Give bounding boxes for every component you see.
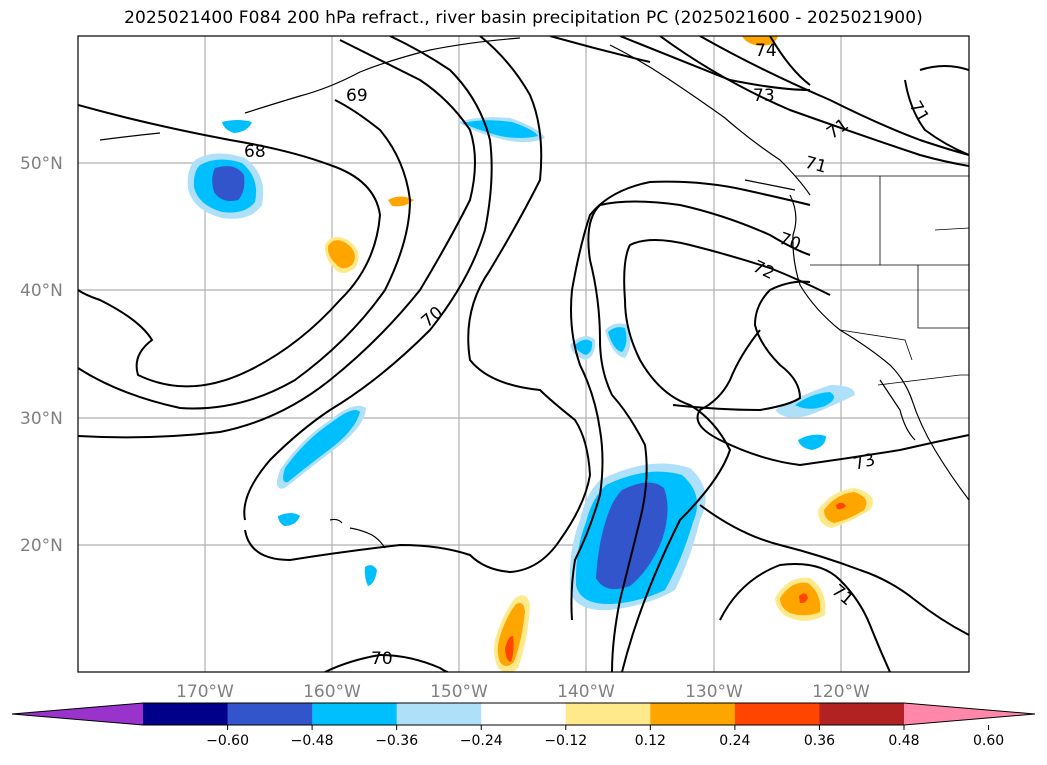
contour-label: 68 [244, 142, 266, 162]
map-frame [77, 35, 970, 673]
colorbar-segment [819, 703, 905, 725]
refractivity-contours [78, 36, 969, 672]
colorbar-tick-label: 0.24 [719, 733, 750, 749]
contour-label: 71 [823, 115, 852, 144]
colorbar [11, 702, 1036, 726]
borders [795, 175, 969, 386]
colorbar-extension-min [12, 703, 143, 725]
lat-label: 20°N [20, 536, 63, 556]
colorbar-tick-label: −0.60 [206, 733, 249, 749]
colorbar-segment [565, 703, 651, 725]
colorbar-outline [11, 702, 1036, 726]
lat-label: 30°N [20, 409, 63, 429]
positive-pc-areas [324, 36, 873, 672]
colorbar-segment [650, 703, 736, 725]
colorbar-segment [396, 703, 482, 725]
colorbar-tick-label: 0.12 [635, 733, 666, 749]
colorbar-tick-label: −0.36 [375, 733, 418, 749]
colorbar-segment [734, 703, 820, 725]
contour-label: 70 [418, 303, 447, 332]
lon-label: 150°W [430, 682, 488, 702]
lat-label: 50°N [20, 154, 63, 174]
contour-label: 71 [828, 581, 857, 610]
lon-label: 160°W [303, 682, 361, 702]
colorbar-tick-label: 0.60 [973, 733, 1004, 749]
colorbar-tick-label: 0.48 [888, 733, 919, 749]
longitude-labels: 170°W 160°W 150°W 140°W 130°W 120°W [176, 682, 870, 702]
colorbar-segment [481, 703, 567, 725]
colorbar-ticks: −0.60 −0.48 −0.36 −0.24 −0.12 0.12 0.24 0.36 0.4… [206, 725, 1004, 749]
contour-label: 70 [371, 649, 393, 669]
contour-label: 74 [755, 41, 777, 61]
coastlines [99, 37, 969, 549]
gridlines [78, 36, 969, 672]
colorbar-tick-label: −0.24 [460, 733, 503, 749]
contour-label: 73 [753, 86, 775, 106]
lon-label: 130°W [685, 682, 743, 702]
colorbar-segment [143, 703, 229, 725]
contour-label: 71 [905, 98, 933, 127]
lon-label: 120°W [812, 682, 870, 702]
colorbar-tick-label: −0.12 [544, 733, 587, 749]
colorbar-extension-max [904, 703, 1035, 725]
colorbar-segment [227, 703, 313, 725]
colorbar-tick-label: −0.48 [291, 733, 334, 749]
lon-label: 170°W [176, 682, 234, 702]
latitude-labels: 50°N 40°N 30°N 20°N [20, 154, 63, 556]
colorbar-tick-label: 0.36 [804, 733, 835, 749]
map-title: 2025021400 F084 200 hPa refract., river … [124, 8, 923, 28]
contour-label: 72 [749, 257, 777, 284]
contour-label: 69 [346, 86, 368, 106]
lat-label: 40°N [20, 281, 63, 301]
contour-label: 71 [803, 153, 829, 178]
lon-label: 140°W [557, 682, 615, 702]
colorbar-segment [312, 703, 398, 725]
